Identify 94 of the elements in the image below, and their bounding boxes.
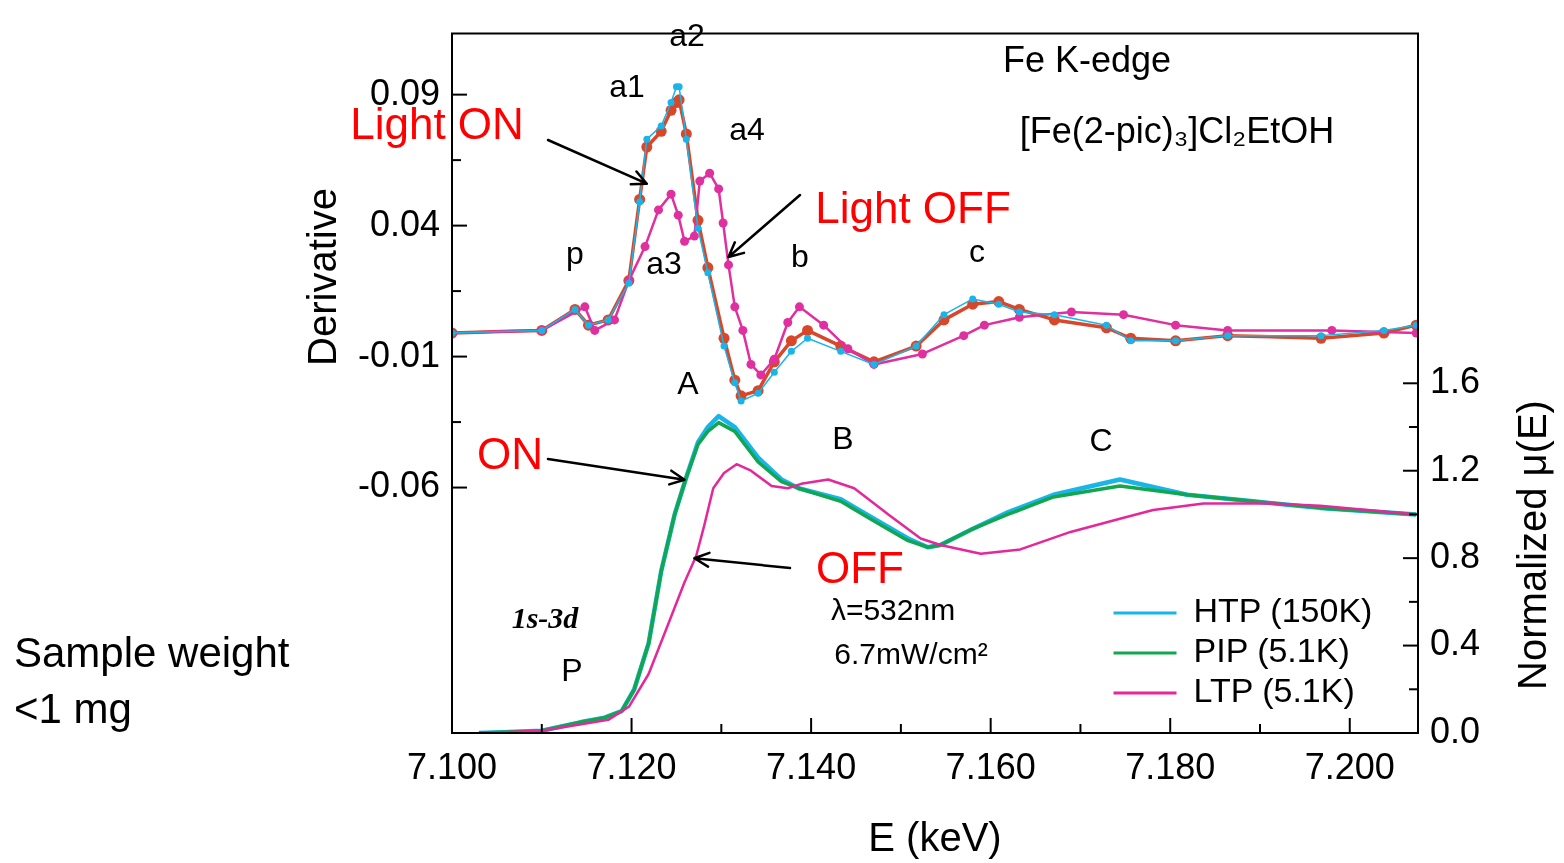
annotation: p [566,234,584,271]
annotation: C [1089,421,1113,458]
point [995,300,1003,308]
point [680,236,690,246]
point [940,311,948,319]
annotation: [Fe(2-pic)₃]Cl₂EtOH [1019,109,1335,151]
y-tick-label: 0.04 [369,202,440,244]
x-tick-label: 7.200 [1304,745,1395,787]
annotation: ON [477,429,543,479]
point [666,189,676,199]
point [804,334,812,342]
point [837,347,845,355]
annotation: A [677,364,700,401]
annotation: B [832,419,854,456]
annotation: OFF [816,543,904,593]
legend-label: LTP (5.1K) [1193,671,1355,710]
point [1119,310,1129,320]
point [714,184,724,194]
annotation: a1 [609,67,645,104]
y2-axis-title: Normalized μ(E) [1510,400,1555,690]
point [959,331,969,341]
point [1066,307,1076,317]
point [731,379,739,387]
annotation: 6.7mW/cm² [834,637,988,671]
x-tick-label: 7.160 [945,745,1036,787]
y-axis-title: Derivative [300,188,345,366]
point [1127,337,1135,345]
annotation: Light OFF [815,183,1011,233]
point [802,324,814,336]
annotation: 1s-3d [511,600,580,634]
annotation: b [791,237,809,274]
point [785,335,797,347]
x-tick-label: 7.180 [1125,745,1216,787]
point [694,224,702,232]
point [770,368,778,376]
annotation: λ=532nm [830,593,956,627]
x-tick-label: 7.140 [766,745,857,787]
point [756,370,766,380]
point [704,269,712,277]
point [657,122,665,130]
point [580,302,590,312]
legend-label: PIP (5.1K) [1193,631,1350,670]
point [787,347,795,355]
point [724,260,734,270]
point [1380,326,1388,334]
point [843,344,853,354]
legend-label: HTP (150K) [1193,591,1373,630]
point [1102,321,1110,329]
point [718,218,728,228]
point [819,320,829,330]
point [1015,308,1023,316]
y2-tick-label: 0.4 [1430,622,1481,664]
point [969,295,977,303]
y2-tick-label: 0.0 [1430,709,1481,751]
point [643,135,651,143]
point [1171,320,1181,330]
point [1327,325,1337,335]
annotation: a4 [729,110,765,147]
point [590,325,600,335]
point [1050,311,1058,319]
point [917,349,927,359]
point [746,359,756,369]
text: Sample weight <1 mg [14,628,290,732]
point [695,176,705,186]
y-tick-label: -0.06 [357,464,440,506]
point [737,397,745,405]
point [783,318,793,328]
annotation: a3 [646,244,682,281]
y2-tick-label: 1.6 [1430,360,1481,402]
y-tick-label: -0.01 [357,333,440,375]
y2-tick-label: 0.8 [1430,535,1481,577]
y2-tick-label: 1.2 [1430,447,1481,489]
point [682,135,690,143]
point [720,342,728,350]
point [673,210,683,220]
point [1317,332,1325,340]
point [769,354,779,364]
point [705,168,715,178]
x-tick-label: 7.120 [586,745,677,787]
x-axis-title: E (keV) [868,815,1002,860]
annotation: Fe K-edge [1002,38,1172,80]
annotation: c [969,232,985,269]
annotation: P [561,651,583,688]
point [730,302,740,312]
point [653,205,663,215]
x-tick-label: 7.100 [406,745,498,787]
point [667,98,675,106]
point [754,389,762,397]
point [689,231,699,241]
point [794,302,804,312]
point [738,325,748,335]
point [640,242,650,252]
point [636,198,644,206]
point [979,320,989,330]
